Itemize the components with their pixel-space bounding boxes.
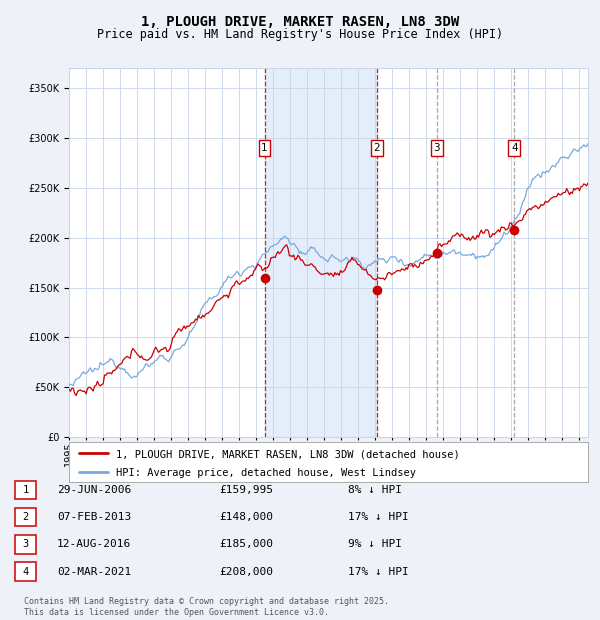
Text: £185,000: £185,000 (219, 539, 273, 549)
Text: 1, PLOUGH DRIVE, MARKET RASEN, LN8 3DW: 1, PLOUGH DRIVE, MARKET RASEN, LN8 3DW (141, 16, 459, 30)
Text: Contains HM Land Registry data © Crown copyright and database right 2025.
This d: Contains HM Land Registry data © Crown c… (24, 598, 389, 617)
Text: £208,000: £208,000 (219, 567, 273, 577)
Text: £148,000: £148,000 (219, 512, 273, 522)
Text: 02-MAR-2021: 02-MAR-2021 (57, 567, 131, 577)
Text: 1, PLOUGH DRIVE, MARKET RASEN, LN8 3DW (detached house): 1, PLOUGH DRIVE, MARKET RASEN, LN8 3DW (… (116, 449, 460, 459)
Text: 8% ↓ HPI: 8% ↓ HPI (348, 485, 402, 495)
Bar (265, 68, 377, 437)
Text: 4: 4 (22, 567, 29, 577)
Text: HPI: Average price, detached house, West Lindsey: HPI: Average price, detached house, West… (116, 468, 416, 478)
Text: 1: 1 (261, 143, 268, 153)
Text: 17% ↓ HPI: 17% ↓ HPI (348, 512, 409, 522)
Text: 17% ↓ HPI: 17% ↓ HPI (348, 567, 409, 577)
Text: 3: 3 (22, 539, 29, 549)
Text: 2: 2 (374, 143, 380, 153)
Text: 12-AUG-2016: 12-AUG-2016 (57, 539, 131, 549)
Text: 4: 4 (511, 143, 518, 153)
Text: 29-JUN-2006: 29-JUN-2006 (57, 485, 131, 495)
Text: 3: 3 (434, 143, 440, 153)
Text: 2: 2 (22, 512, 29, 522)
Text: £159,995: £159,995 (219, 485, 273, 495)
Text: 07-FEB-2013: 07-FEB-2013 (57, 512, 131, 522)
Text: 9% ↓ HPI: 9% ↓ HPI (348, 539, 402, 549)
Text: 1: 1 (22, 485, 29, 495)
Text: Price paid vs. HM Land Registry's House Price Index (HPI): Price paid vs. HM Land Registry's House … (97, 28, 503, 41)
